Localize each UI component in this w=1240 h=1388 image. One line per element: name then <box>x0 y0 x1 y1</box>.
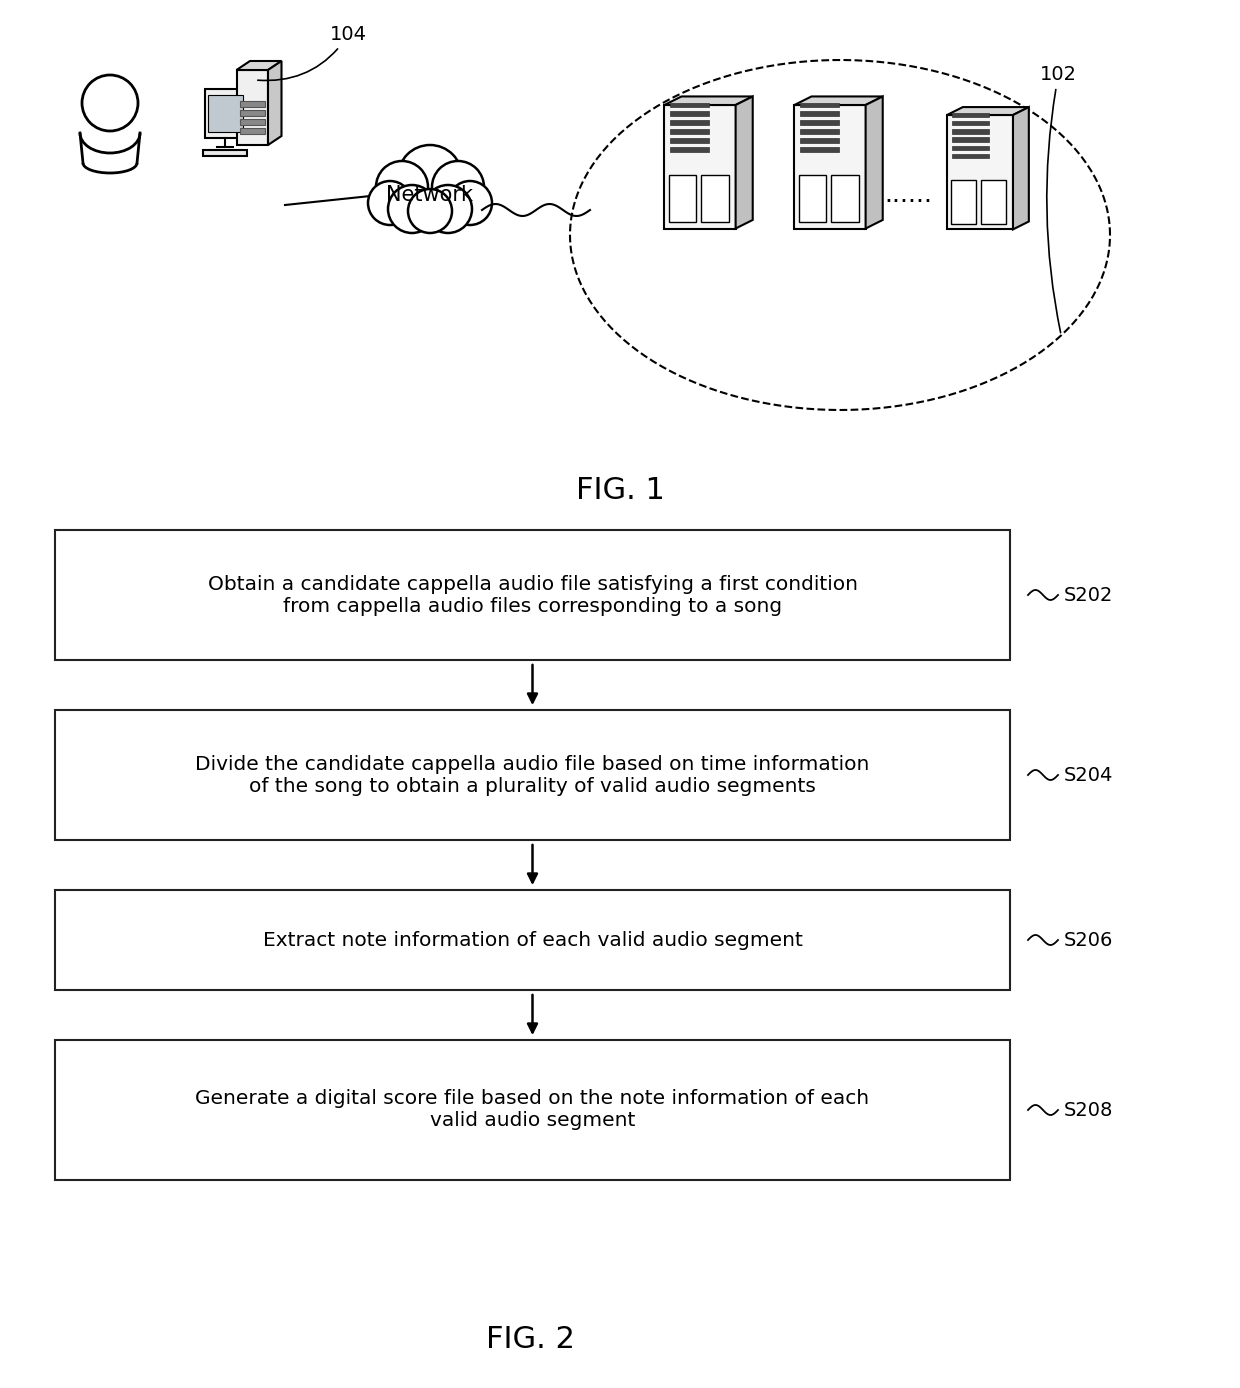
FancyBboxPatch shape <box>832 175 858 222</box>
FancyBboxPatch shape <box>55 530 1011 661</box>
Text: Divide the candidate cappella audio file based on time information
of the song t: Divide the candidate cappella audio file… <box>196 755 869 795</box>
Polygon shape <box>1013 107 1029 229</box>
FancyBboxPatch shape <box>668 175 696 222</box>
Polygon shape <box>665 96 753 105</box>
FancyBboxPatch shape <box>665 105 735 229</box>
Circle shape <box>448 180 492 225</box>
FancyBboxPatch shape <box>800 147 839 151</box>
Text: ......: ...... <box>884 183 932 207</box>
Circle shape <box>376 161 428 212</box>
FancyBboxPatch shape <box>981 180 1007 223</box>
Polygon shape <box>947 107 1029 115</box>
FancyBboxPatch shape <box>952 121 988 125</box>
Text: FIG. 2: FIG. 2 <box>486 1326 574 1355</box>
Circle shape <box>388 185 436 233</box>
FancyBboxPatch shape <box>208 94 243 132</box>
FancyBboxPatch shape <box>670 147 709 151</box>
Polygon shape <box>268 61 281 144</box>
Text: Network: Network <box>387 185 474 205</box>
FancyBboxPatch shape <box>952 129 988 133</box>
FancyBboxPatch shape <box>795 105 866 229</box>
FancyBboxPatch shape <box>55 890 1011 990</box>
FancyBboxPatch shape <box>241 128 265 133</box>
Polygon shape <box>237 61 281 69</box>
Polygon shape <box>866 96 883 229</box>
Text: 102: 102 <box>1040 65 1078 333</box>
FancyBboxPatch shape <box>952 146 988 150</box>
FancyBboxPatch shape <box>670 103 709 107</box>
FancyBboxPatch shape <box>670 121 709 125</box>
Circle shape <box>424 185 472 233</box>
FancyBboxPatch shape <box>799 175 826 222</box>
FancyBboxPatch shape <box>702 175 729 222</box>
FancyBboxPatch shape <box>241 119 265 125</box>
FancyBboxPatch shape <box>203 150 247 155</box>
FancyBboxPatch shape <box>205 89 246 137</box>
Text: S208: S208 <box>1064 1101 1114 1120</box>
FancyBboxPatch shape <box>947 115 1013 229</box>
FancyBboxPatch shape <box>670 111 709 117</box>
FancyBboxPatch shape <box>55 711 1011 840</box>
FancyBboxPatch shape <box>670 129 709 135</box>
Circle shape <box>368 180 412 225</box>
FancyBboxPatch shape <box>241 110 265 115</box>
Text: S204: S204 <box>1064 766 1114 784</box>
Text: S206: S206 <box>1064 930 1114 949</box>
Text: Extract note information of each valid audio segment: Extract note information of each valid a… <box>263 930 802 949</box>
Polygon shape <box>735 96 753 229</box>
FancyBboxPatch shape <box>952 112 988 118</box>
FancyBboxPatch shape <box>952 154 988 158</box>
Circle shape <box>432 161 484 212</box>
FancyBboxPatch shape <box>241 101 265 107</box>
FancyBboxPatch shape <box>800 137 839 143</box>
FancyBboxPatch shape <box>800 129 839 135</box>
Text: 104: 104 <box>258 25 367 81</box>
FancyBboxPatch shape <box>800 121 839 125</box>
FancyBboxPatch shape <box>800 103 839 107</box>
Polygon shape <box>795 96 883 105</box>
FancyBboxPatch shape <box>237 69 268 144</box>
FancyBboxPatch shape <box>951 180 976 223</box>
Text: Generate a digital score file based on the note information of each
valid audio : Generate a digital score file based on t… <box>196 1090 869 1130</box>
FancyBboxPatch shape <box>670 137 709 143</box>
FancyBboxPatch shape <box>952 137 988 142</box>
Text: FIG. 1: FIG. 1 <box>575 476 665 504</box>
Circle shape <box>398 144 463 210</box>
Text: Obtain a candidate cappella audio file satisfying a first condition
from cappell: Obtain a candidate cappella audio file s… <box>207 575 858 615</box>
FancyBboxPatch shape <box>800 111 839 117</box>
Text: S202: S202 <box>1064 586 1114 605</box>
Circle shape <box>408 189 453 233</box>
FancyBboxPatch shape <box>55 1040 1011 1180</box>
